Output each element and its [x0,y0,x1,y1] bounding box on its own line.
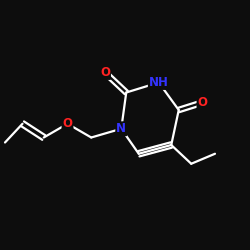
Text: N: N [116,122,126,135]
Text: O: O [100,66,110,79]
Text: NH: NH [149,76,169,89]
Text: O: O [62,117,72,130]
Text: O: O [198,96,207,109]
